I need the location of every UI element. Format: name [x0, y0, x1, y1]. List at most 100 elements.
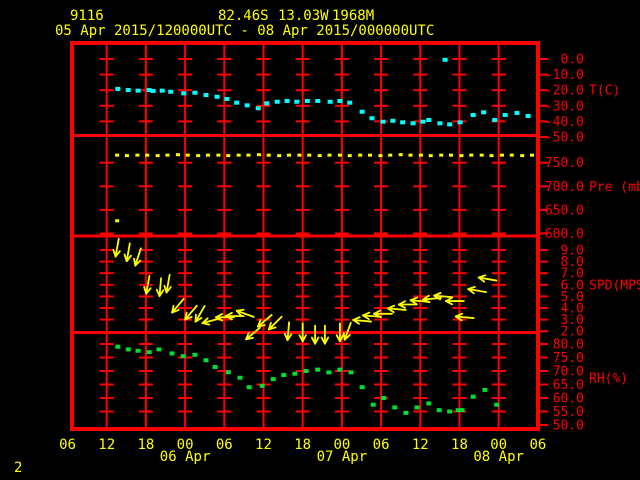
pressure-point: [520, 154, 525, 158]
temperature-point: [470, 113, 476, 118]
humidity-point: [169, 351, 175, 356]
hour-label: 18: [294, 437, 311, 453]
wind-arrow-head: [184, 316, 193, 321]
humidity-point: [436, 408, 442, 413]
wind-arrow-shaft: [245, 326, 261, 341]
humidity-tick-label: 50.0: [553, 419, 584, 434]
wind-arrow-head: [352, 319, 360, 325]
wind-arrow: [143, 275, 152, 295]
temperature-tick-label: -30.0: [545, 99, 584, 114]
humidity-series: [115, 344, 500, 415]
pressure-point: [529, 153, 534, 157]
wind-arrow-shaft: [352, 319, 373, 323]
wind-arrow: [194, 305, 206, 323]
pressure-point: [398, 153, 403, 157]
wind-arrow-head: [397, 303, 406, 309]
wind-arrow-head: [171, 309, 180, 314]
wind-arrow-head: [397, 300, 406, 306]
humidity-point: [246, 385, 252, 390]
humidity-point: [281, 373, 287, 378]
wind-arrow: [155, 277, 165, 297]
temperature-tick-label: -40.0: [545, 115, 584, 130]
wind-arrow-shaft: [184, 304, 198, 321]
temperature-point: [146, 88, 152, 93]
wind-arrow-head: [422, 294, 430, 301]
temperature-point: [214, 94, 220, 99]
wind-arrow-head: [373, 312, 382, 318]
wind-arrow: [477, 274, 498, 283]
temperature-point: [525, 113, 531, 118]
pressure-point: [459, 154, 464, 158]
humidity-point: [115, 344, 121, 349]
pressure-point: [428, 154, 433, 158]
wind-arrow-shaft: [386, 307, 407, 311]
humidity-point: [370, 402, 376, 407]
temperature-point: [125, 88, 131, 93]
humidity-tick-label: 65.0: [553, 378, 584, 393]
humidity-point: [315, 367, 321, 372]
wind-arrow: [335, 322, 345, 343]
pressure-point: [499, 153, 504, 157]
wind-arrow: [310, 324, 320, 345]
pressure-point: [307, 153, 312, 157]
humidity-point: [455, 408, 461, 413]
pressure-point: [135, 153, 140, 157]
temperature-point: [327, 99, 333, 104]
temperature-point: [481, 110, 487, 115]
wind-arrow-head: [320, 336, 326, 345]
humidity-point: [337, 367, 343, 372]
wind-tick-label: 4.0: [561, 302, 584, 317]
wind-arrow-head: [165, 286, 172, 294]
wind-arrow-shaft: [171, 297, 185, 314]
pressure-point: [367, 153, 372, 157]
wind-arrow: [454, 312, 475, 322]
temperature-point: [437, 121, 443, 126]
wind-arrow-head: [373, 309, 382, 315]
wind-arrow-head: [339, 334, 345, 343]
pressure-point: [196, 154, 201, 158]
temperature-point: [390, 118, 396, 123]
pressure-point: [236, 153, 241, 157]
wind-arrow: [184, 304, 198, 321]
wind-arrow: [409, 296, 430, 305]
wind-arrow-head: [184, 311, 188, 321]
humidity-point: [426, 401, 432, 406]
pressure-point: [175, 153, 180, 157]
hour-label: 06: [529, 437, 546, 453]
wind-arrow-head: [235, 309, 243, 317]
wind-arrow: [112, 237, 121, 258]
wind-arrow-head: [314, 336, 320, 345]
wind-arrow-head: [201, 317, 209, 324]
wind-arrow-head: [112, 248, 117, 258]
wind-arrow-head: [477, 276, 486, 283]
station-elevation: 1968M: [332, 8, 375, 24]
pressure-point: [378, 154, 383, 158]
temperature-point: [447, 122, 453, 127]
pressure-series: [115, 153, 534, 223]
hour-label: 06: [373, 437, 390, 453]
station-latitude: 82.46S: [218, 8, 269, 24]
wind-arrow-head: [454, 312, 464, 318]
humidity-point: [414, 405, 420, 410]
station-longitude: 13.03W: [278, 8, 329, 24]
wind-arrow-head: [433, 291, 442, 297]
temperature-point: [369, 116, 375, 121]
humidity-point: [470, 394, 476, 399]
wind-arrow-head: [409, 299, 418, 305]
wind-arrow-head: [257, 319, 262, 328]
wind-arrow-head: [235, 308, 245, 312]
pressure-point: [347, 154, 352, 158]
hour-label: 12: [98, 437, 115, 453]
wind-arrow-shaft: [343, 321, 352, 341]
wind-arrow-head: [362, 311, 371, 317]
temperature-point: [442, 57, 448, 62]
temperature-point: [168, 89, 174, 94]
hour-label: 00: [177, 437, 194, 453]
wind-arrow: [267, 315, 283, 331]
wind-arrow-head: [194, 316, 203, 323]
temperature-point: [347, 100, 353, 105]
pressure-point: [418, 153, 423, 157]
humidity-point: [494, 402, 500, 407]
temperature-point: [115, 86, 121, 91]
